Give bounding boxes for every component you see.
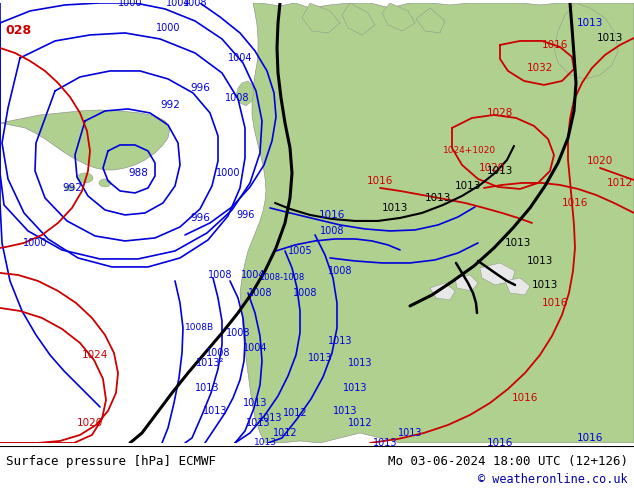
Text: 1013: 1013 bbox=[348, 358, 372, 368]
Text: 1016: 1016 bbox=[542, 298, 568, 308]
Text: 1005: 1005 bbox=[288, 246, 313, 256]
Text: 1000: 1000 bbox=[216, 168, 240, 178]
Text: 1013: 1013 bbox=[195, 383, 219, 393]
Text: 1013: 1013 bbox=[505, 238, 531, 248]
Polygon shape bbox=[302, 3, 340, 33]
Text: 1008: 1008 bbox=[328, 266, 353, 276]
Polygon shape bbox=[480, 263, 515, 285]
Text: 1008: 1008 bbox=[293, 288, 317, 298]
Text: 1013: 1013 bbox=[455, 181, 481, 191]
Text: 1012: 1012 bbox=[273, 428, 297, 438]
Text: 1013: 1013 bbox=[398, 428, 422, 438]
Text: 1004: 1004 bbox=[165, 0, 190, 8]
Text: 1008-1008: 1008-1008 bbox=[259, 273, 304, 282]
Text: 1013: 1013 bbox=[307, 353, 332, 363]
Text: 1013: 1013 bbox=[597, 33, 623, 43]
Text: 988: 988 bbox=[128, 168, 148, 178]
Polygon shape bbox=[0, 110, 170, 170]
Text: 028: 028 bbox=[5, 24, 31, 37]
Text: 1008: 1008 bbox=[224, 93, 249, 103]
Text: 1013: 1013 bbox=[577, 18, 603, 28]
Text: 1016: 1016 bbox=[542, 40, 568, 50]
Ellipse shape bbox=[99, 179, 111, 187]
Text: 1020: 1020 bbox=[587, 156, 613, 166]
Text: 1000: 1000 bbox=[23, 238, 48, 248]
Text: 996: 996 bbox=[237, 210, 256, 220]
Text: 992: 992 bbox=[62, 183, 82, 193]
Polygon shape bbox=[236, 81, 254, 106]
Text: 1008: 1008 bbox=[183, 0, 207, 8]
Polygon shape bbox=[430, 283, 455, 300]
Text: 996: 996 bbox=[190, 83, 210, 93]
Polygon shape bbox=[505, 278, 530, 295]
Text: 1013: 1013 bbox=[254, 439, 276, 447]
Text: 992: 992 bbox=[160, 100, 180, 110]
Polygon shape bbox=[382, 3, 415, 31]
Text: 1000: 1000 bbox=[118, 0, 142, 8]
Polygon shape bbox=[416, 8, 445, 33]
Text: 1016: 1016 bbox=[562, 198, 588, 208]
Text: Surface pressure [hPa] ECMWF: Surface pressure [hPa] ECMWF bbox=[6, 455, 216, 468]
Text: 1028: 1028 bbox=[487, 108, 513, 118]
Text: 1008: 1008 bbox=[208, 270, 232, 280]
Text: 1013: 1013 bbox=[343, 383, 367, 393]
Text: 1012: 1012 bbox=[347, 418, 372, 428]
Text: 1012: 1012 bbox=[283, 408, 307, 418]
Text: 1013: 1013 bbox=[333, 406, 357, 416]
Polygon shape bbox=[342, 3, 375, 35]
Text: 1013: 1013 bbox=[328, 336, 353, 346]
Ellipse shape bbox=[77, 173, 93, 183]
Text: 1000: 1000 bbox=[156, 23, 180, 33]
Text: 1013: 1013 bbox=[382, 203, 408, 213]
Text: 1016: 1016 bbox=[367, 176, 393, 186]
Text: 1013²: 1013² bbox=[196, 358, 224, 368]
Text: 1008B: 1008B bbox=[185, 323, 214, 332]
Text: Mo 03-06-2024 18:00 UTC (12+126): Mo 03-06-2024 18:00 UTC (12+126) bbox=[388, 455, 628, 468]
Text: 1032: 1032 bbox=[527, 63, 553, 73]
Text: 1013: 1013 bbox=[487, 166, 513, 176]
Text: © weatheronline.co.uk: © weatheronline.co.uk bbox=[479, 473, 628, 487]
Text: 996: 996 bbox=[190, 213, 210, 223]
Text: 1012: 1012 bbox=[607, 178, 633, 188]
Text: 1020: 1020 bbox=[479, 163, 505, 173]
Text: 1013: 1013 bbox=[258, 413, 282, 423]
Polygon shape bbox=[455, 275, 478, 291]
Text: 1008: 1008 bbox=[206, 348, 230, 358]
Text: 1004: 1004 bbox=[228, 53, 252, 63]
Text: 1008: 1008 bbox=[248, 288, 272, 298]
Text: 1013: 1013 bbox=[243, 398, 268, 408]
Text: 1024: 1024 bbox=[82, 350, 108, 360]
Text: 1004: 1004 bbox=[243, 343, 268, 353]
Text: 1016: 1016 bbox=[577, 433, 603, 443]
Polygon shape bbox=[240, 3, 634, 443]
Text: 1024+1020: 1024+1020 bbox=[443, 147, 496, 155]
Text: 1013: 1013 bbox=[203, 406, 227, 416]
Text: 1008: 1008 bbox=[320, 226, 344, 236]
Text: 1013: 1013 bbox=[373, 438, 398, 448]
Text: 1004: 1004 bbox=[241, 270, 265, 280]
Text: 1016: 1016 bbox=[512, 393, 538, 403]
Text: 1013: 1013 bbox=[532, 280, 558, 290]
Text: 1008: 1008 bbox=[226, 328, 250, 338]
Text: 1013: 1013 bbox=[527, 256, 553, 266]
Ellipse shape bbox=[65, 185, 75, 191]
Text: 1016: 1016 bbox=[319, 210, 345, 220]
Text: 1020: 1020 bbox=[77, 418, 103, 428]
Text: 1016: 1016 bbox=[487, 438, 513, 448]
Polygon shape bbox=[554, 3, 618, 79]
Text: 1013: 1013 bbox=[425, 193, 451, 203]
Text: 1013: 1013 bbox=[246, 418, 270, 428]
